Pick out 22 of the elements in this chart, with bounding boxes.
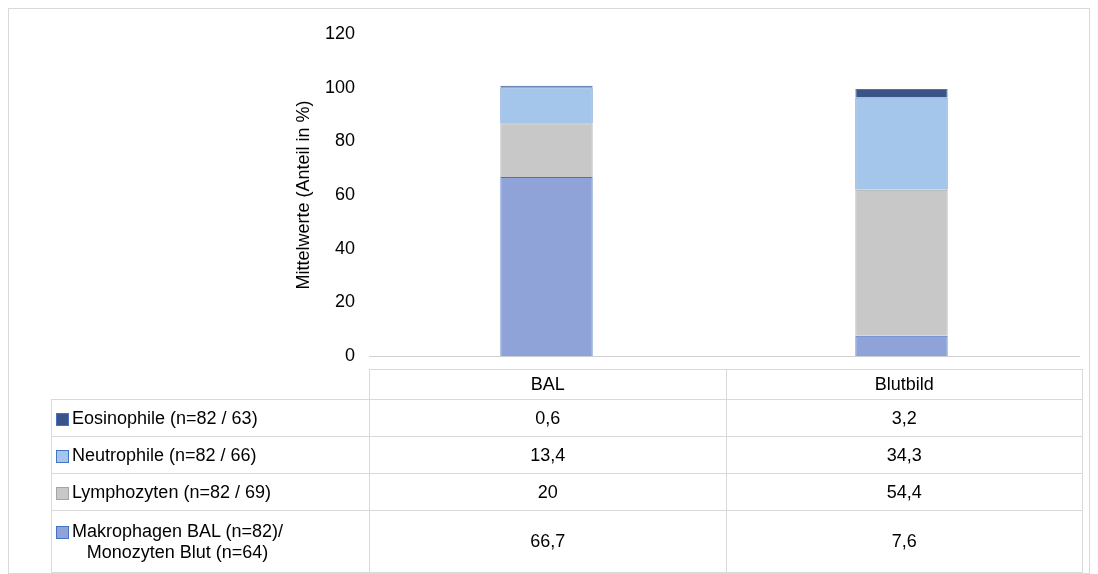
y-tick-label: 0 — [344, 345, 355, 366]
legend-label: Neutrophile (n=82 / 66) — [72, 444, 257, 466]
data-label: 7,6 — [726, 510, 1083, 573]
x-tick-label: BAL — [369, 369, 726, 400]
legend-label: Makrophagen BAL (n=82)/ Monozyten Blut (n=64) — [72, 520, 283, 563]
y-tick-label: 40 — [334, 237, 355, 258]
y-tick-label: 100 — [324, 76, 355, 97]
data-label: 54,4 — [726, 473, 1083, 511]
y-tick-label: 60 — [334, 183, 355, 204]
data-label: 34,3 — [726, 436, 1083, 474]
data-label: 3,2 — [726, 399, 1083, 437]
legend-label: Lymphozyten (n=82 / 69) — [72, 481, 271, 503]
data-label: 13,4 — [369, 436, 726, 474]
y-tick-label: 20 — [334, 291, 355, 312]
y-tick-label: 120 — [324, 22, 355, 43]
x-tick-label: Blutbild — [726, 369, 1083, 400]
data-label: 66,7 — [369, 510, 726, 573]
y-tick-label: 80 — [334, 130, 355, 151]
data-label: 0,6 — [369, 399, 726, 437]
y-axis-title: Mittelwerte (Anteil in %) — [292, 100, 313, 290]
legend-label: Eosinophile (n=82 / 63) — [72, 407, 258, 429]
data-label: 20 — [369, 473, 726, 511]
